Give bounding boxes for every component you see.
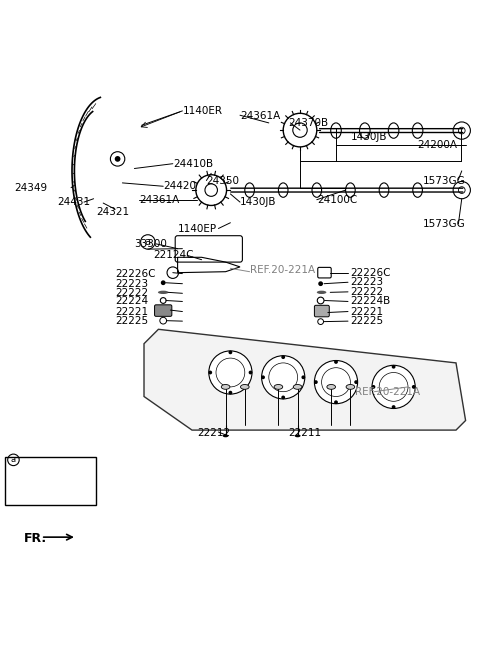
Text: 24321: 24321 xyxy=(96,206,129,217)
Text: 24100C: 24100C xyxy=(317,195,357,204)
Ellipse shape xyxy=(327,384,336,389)
Text: a: a xyxy=(145,237,151,247)
Text: 22221: 22221 xyxy=(115,306,148,317)
Circle shape xyxy=(161,280,166,285)
Circle shape xyxy=(301,375,305,379)
Text: REF.20-221A: REF.20-221A xyxy=(250,265,315,275)
Text: 1430JB: 1430JB xyxy=(350,132,387,142)
Circle shape xyxy=(314,360,358,404)
Text: 22225: 22225 xyxy=(115,316,148,326)
Text: 22224B: 22224B xyxy=(350,297,391,306)
Circle shape xyxy=(314,380,318,384)
Text: 22212: 22212 xyxy=(197,428,230,437)
Text: 24410B: 24410B xyxy=(173,159,213,169)
Text: 24200A: 24200A xyxy=(418,140,457,149)
Text: 24350: 24350 xyxy=(206,175,240,186)
Circle shape xyxy=(249,371,252,374)
Ellipse shape xyxy=(221,384,230,389)
Circle shape xyxy=(354,380,358,384)
Text: 24361A: 24361A xyxy=(240,111,280,121)
Polygon shape xyxy=(144,329,466,430)
Circle shape xyxy=(392,405,396,409)
Text: 24370B: 24370B xyxy=(288,118,328,128)
Ellipse shape xyxy=(317,291,326,294)
Circle shape xyxy=(209,351,252,394)
Circle shape xyxy=(318,281,323,286)
Text: 22211: 22211 xyxy=(288,428,321,437)
FancyBboxPatch shape xyxy=(155,305,172,316)
Circle shape xyxy=(262,356,305,399)
Circle shape xyxy=(115,156,120,162)
Text: 1573GG: 1573GG xyxy=(422,175,465,186)
Ellipse shape xyxy=(293,384,302,389)
Ellipse shape xyxy=(240,384,249,389)
Text: 1140ER: 1140ER xyxy=(182,106,222,116)
Text: 22221: 22221 xyxy=(350,306,384,317)
Text: 1573GG: 1573GG xyxy=(422,219,465,228)
Text: 24349: 24349 xyxy=(14,183,48,193)
Circle shape xyxy=(412,385,416,389)
Text: 24361A: 24361A xyxy=(139,195,180,204)
Circle shape xyxy=(392,365,396,369)
Circle shape xyxy=(334,360,338,364)
Circle shape xyxy=(372,385,375,389)
Text: 22226C: 22226C xyxy=(350,267,391,278)
Circle shape xyxy=(20,478,28,486)
Text: 24431: 24431 xyxy=(58,197,91,207)
Text: 24355: 24355 xyxy=(19,491,53,501)
Text: 24420: 24420 xyxy=(163,181,196,191)
Text: 22224: 22224 xyxy=(115,297,148,306)
Circle shape xyxy=(281,395,285,399)
Text: 22223: 22223 xyxy=(350,277,384,288)
Ellipse shape xyxy=(346,384,355,389)
Text: FR.: FR. xyxy=(24,532,47,545)
Text: 21516A: 21516A xyxy=(26,479,67,489)
FancyBboxPatch shape xyxy=(5,456,96,504)
Text: 22226C: 22226C xyxy=(115,269,156,278)
Text: 1140EJ: 1140EJ xyxy=(26,472,62,482)
Circle shape xyxy=(208,371,212,374)
Text: 22222: 22222 xyxy=(350,287,384,297)
Text: 22223: 22223 xyxy=(115,278,148,289)
Circle shape xyxy=(81,481,87,487)
Text: REF.20-221A: REF.20-221A xyxy=(355,387,420,397)
Ellipse shape xyxy=(158,291,168,294)
Text: 33300: 33300 xyxy=(134,239,167,249)
Text: 1430JB: 1430JB xyxy=(240,197,276,207)
FancyBboxPatch shape xyxy=(314,305,329,317)
Ellipse shape xyxy=(295,434,300,437)
Text: a: a xyxy=(11,456,16,465)
Text: 1140EP: 1140EP xyxy=(178,223,217,234)
Circle shape xyxy=(228,350,232,354)
Text: 22225: 22225 xyxy=(350,316,384,326)
Circle shape xyxy=(228,391,232,395)
Circle shape xyxy=(334,400,338,404)
Text: 22124C: 22124C xyxy=(154,251,194,260)
Circle shape xyxy=(372,365,415,408)
Circle shape xyxy=(261,375,265,379)
Ellipse shape xyxy=(274,384,283,389)
Ellipse shape xyxy=(223,434,228,437)
Circle shape xyxy=(281,355,285,359)
Text: 22222: 22222 xyxy=(115,288,148,299)
